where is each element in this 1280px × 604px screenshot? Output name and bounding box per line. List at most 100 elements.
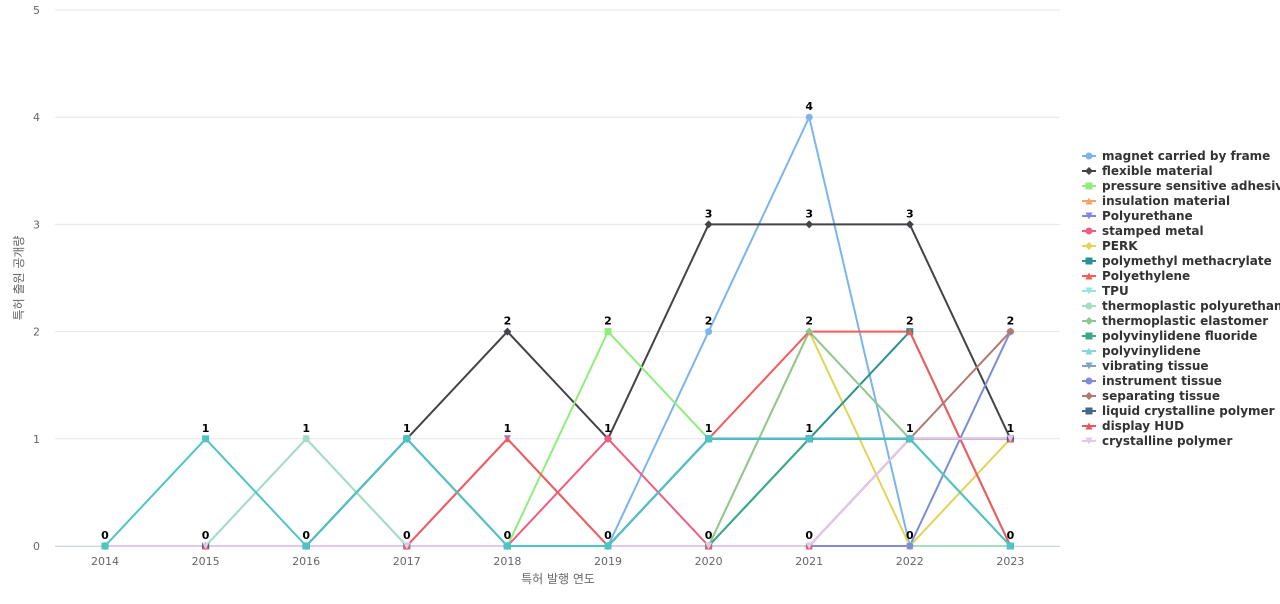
data-label: 3 (805, 207, 813, 220)
legend-swatch-marker (1085, 272, 1093, 280)
legend-item[interactable]: thermoplastic polyurethane (1082, 299, 1280, 313)
x-tick-label: 2016 (292, 555, 320, 568)
legend-swatch-marker (1085, 182, 1093, 190)
data-label: 1 (906, 422, 914, 435)
legend-item[interactable]: TPU (1082, 284, 1129, 298)
data-label: 1 (302, 422, 310, 435)
data-label: 0 (403, 529, 411, 542)
legend-label: flexible material (1102, 164, 1213, 178)
legend-label: instrument tissue (1102, 374, 1222, 388)
legend-item[interactable]: instrument tissue (1082, 374, 1222, 388)
legend-swatch-marker (1085, 332, 1093, 340)
y-tick-label: 3 (33, 218, 40, 231)
x-tick-label: 2015 (192, 555, 220, 568)
legend-item[interactable]: insulation material (1082, 194, 1230, 208)
legend-swatch-marker (1085, 422, 1093, 430)
legend-item[interactable]: Polyethylene (1082, 269, 1190, 283)
data-label: 0 (906, 529, 914, 542)
legend-swatch-marker (1085, 392, 1093, 400)
series-point-19 (705, 542, 713, 550)
series-point-11 (805, 327, 814, 336)
data-label: 0 (302, 529, 310, 542)
legend-item[interactable]: crystalline polymer (1082, 434, 1232, 448)
legend-label: display HUD (1102, 419, 1184, 433)
legend-item[interactable]: pressure sensitive adhesive (1082, 179, 1280, 193)
legend-label: crystalline polymer (1102, 434, 1232, 448)
series-point-8 (906, 328, 914, 336)
y-tick-label: 1 (33, 433, 40, 446)
legend-item[interactable]: Polyurethane (1082, 209, 1193, 223)
data-label: 1 (705, 422, 713, 435)
y-tick-label: 5 (33, 4, 40, 17)
series-point-1 (704, 220, 713, 229)
legend-label: separating tissue (1102, 389, 1220, 403)
series-point-20 (604, 542, 612, 550)
y-tick-label: 4 (33, 111, 40, 124)
x-tick-label: 2023 (996, 555, 1024, 568)
x-tick-label: 2014 (91, 555, 119, 568)
legend-swatch-marker (1085, 227, 1093, 235)
data-label: 2 (805, 315, 813, 328)
series-point-0 (805, 113, 813, 121)
legend-label: stamped metal (1102, 224, 1204, 238)
data-label: 0 (202, 529, 210, 542)
series-point-1 (503, 327, 512, 336)
legend-item[interactable]: polyvinylidene fluoride (1082, 329, 1257, 343)
series-point-15 (906, 542, 914, 550)
legend-item[interactable]: liquid crystalline polymer (1082, 404, 1275, 418)
data-label: 0 (1007, 529, 1015, 542)
legend-swatch-marker (1085, 437, 1093, 445)
legend-label: vibrating tissue (1102, 359, 1209, 373)
series-point-19 (403, 542, 411, 550)
legend-item[interactable]: display HUD (1082, 419, 1184, 433)
series-point-20 (503, 542, 511, 550)
data-label: 1 (604, 422, 612, 435)
data-label: 1 (202, 422, 210, 435)
y-axis-title: 특허 출원 공개량 (12, 236, 26, 321)
x-axis-title: 특허 발행 연도 (521, 571, 595, 586)
data-label: 1 (1007, 422, 1015, 435)
series-point-20 (705, 435, 713, 443)
x-tick-label: 2018 (493, 555, 521, 568)
legend-label: polyvinylidene (1102, 344, 1201, 358)
legend-swatch-marker (1085, 152, 1093, 160)
legend-swatch-marker (1085, 197, 1093, 205)
legend-swatch-marker (1085, 407, 1093, 415)
series-markers (101, 113, 1015, 550)
y-tick-label: 2 (33, 326, 40, 339)
data-label: 1 (805, 422, 813, 435)
legend-label: insulation material (1102, 194, 1230, 208)
legend-item[interactable]: vibrating tissue (1082, 359, 1209, 373)
series-point-20 (302, 542, 310, 550)
legend-item[interactable]: polymethyl methacrylate (1082, 254, 1272, 268)
series-point-8 (503, 435, 511, 443)
x-tick-label: 2020 (695, 555, 723, 568)
legend-swatch-marker (1085, 377, 1093, 385)
x-tick-label: 2019 (594, 555, 622, 568)
legend-item[interactable]: thermoplastic elastomer (1082, 314, 1268, 328)
legend-swatch-marker (1085, 167, 1093, 175)
series-point-1 (905, 220, 914, 229)
legend-label: PERK (1102, 239, 1138, 253)
legend-item[interactable]: flexible material (1082, 164, 1213, 178)
series-point-19 (805, 542, 813, 550)
series-line-20 (104, 437, 1012, 547)
data-label: 0 (805, 529, 813, 542)
legend-item[interactable]: stamped metal (1082, 224, 1204, 238)
legend-item[interactable]: PERK (1082, 239, 1138, 253)
legend-item[interactable]: separating tissue (1082, 389, 1220, 403)
data-label: 2 (705, 315, 713, 328)
x-tick-label: 2022 (896, 555, 924, 568)
legend-item[interactable]: magnet carried by frame (1082, 149, 1270, 163)
x-tick-label: 2021 (795, 555, 823, 568)
series-point-0 (705, 328, 713, 336)
data-label: 2 (906, 315, 914, 328)
series-point-1 (805, 220, 814, 229)
series-point-20 (805, 435, 813, 443)
legend-item[interactable]: polyvinylidene (1082, 344, 1201, 358)
series-point-2 (604, 328, 612, 336)
series-point-20 (1006, 542, 1014, 550)
